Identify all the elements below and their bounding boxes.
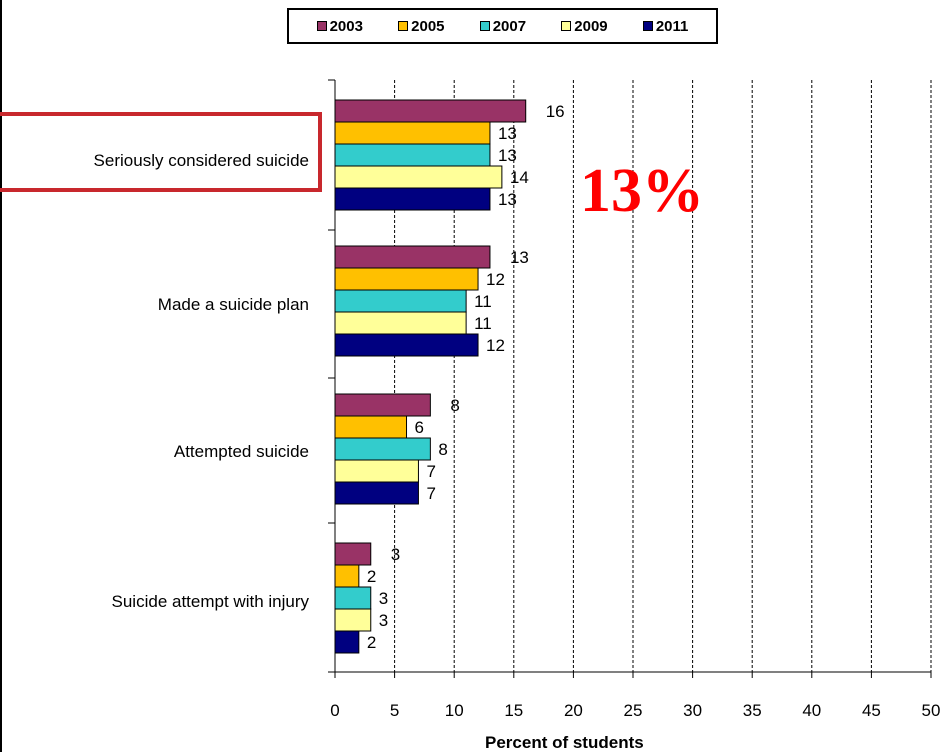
legend-item-2009: 2009 (561, 17, 608, 35)
value-label-2007-cat1: 11 (474, 292, 492, 311)
value-label-2007-cat0: 13 (498, 146, 517, 165)
bar-2007-cat1 (334, 289, 467, 313)
bar-2011-cat3 (334, 630, 360, 654)
value-label-2007-cat2: 8 (438, 440, 447, 459)
category-label-attempt-injury: Suicide attempt with injury (111, 592, 309, 611)
legend-label-2007: 2007 (492, 17, 527, 35)
bar-2003-cat0 (334, 99, 527, 123)
x-tick-label-20: 20 (564, 701, 583, 720)
annotation-13-percent: 13% (580, 157, 704, 225)
x-tick-label-30: 30 (683, 701, 702, 720)
value-label-2009-cat1: 11 (474, 314, 492, 333)
value-label-2011-cat2: 7 (426, 484, 435, 503)
value-label-2005-cat0: 13 (498, 124, 517, 143)
value-label-2005-cat1: 12 (486, 270, 505, 289)
x-tick-label-25: 25 (624, 701, 643, 720)
chart-legend: 2003 2005 2007 2009 2011 (287, 8, 718, 44)
x-axis-title: Percent of students (485, 733, 644, 752)
left-border-line (0, 0, 2, 752)
value-label-2011-cat0: 13 (498, 190, 517, 209)
value-label-2009-cat0: 14 (510, 168, 529, 187)
x-tick-label-15: 15 (504, 701, 523, 720)
legend-swatch-2011 (642, 21, 653, 31)
value-label-2007-cat3: 3 (379, 589, 388, 608)
legend-swatch-2003 (316, 21, 327, 31)
bar-2005-cat0 (334, 121, 491, 145)
category-label-seriously-considered: Seriously considered suicide (93, 151, 309, 170)
legend-label-2011: 2011 (655, 17, 689, 35)
bar-2007-cat3 (334, 586, 372, 610)
value-label-2003-cat1: 13 (510, 248, 529, 267)
bar-2003-cat2 (334, 393, 431, 417)
legend-label-2003: 2003 (329, 17, 363, 35)
legend-item-2003: 2003 (316, 17, 363, 35)
value-label-2003-cat0: 16 (546, 102, 565, 121)
value-label-2005-cat2: 6 (415, 418, 424, 437)
legend-swatch-2009 (561, 21, 572, 31)
legend-label-2005: 2005 (411, 17, 445, 35)
x-tick-label-45: 45 (862, 701, 881, 720)
bar-2011-cat1 (334, 333, 479, 357)
legend-item-2007: 2007 (479, 17, 527, 35)
bar-2009-cat0 (334, 165, 503, 189)
highlight-box (0, 112, 322, 192)
bar-2005-cat2 (334, 415, 408, 439)
x-tick-label-10: 10 (445, 701, 464, 720)
bar-2007-cat0 (334, 143, 491, 167)
bar-2011-cat0 (334, 187, 491, 211)
bar-2009-cat3 (334, 608, 372, 632)
x-tick-label-35: 35 (743, 701, 762, 720)
x-tick-label-40: 40 (802, 701, 821, 720)
value-label-2003-cat3: 3 (391, 545, 400, 564)
category-label-attempted: Attempted suicide (173, 442, 309, 461)
bar-2003-cat1 (334, 245, 491, 269)
bar-2009-cat2 (334, 459, 419, 483)
x-tick-label-50: 50 (922, 701, 941, 720)
value-label-2005-cat3: 2 (367, 567, 376, 586)
bar-2003-cat3 (334, 542, 372, 566)
x-tick-label-0: 0 (330, 701, 339, 720)
legend-swatch-2005 (398, 21, 409, 31)
legend-item-2005: 2005 (398, 17, 445, 35)
value-label-2003-cat2: 8 (450, 396, 459, 415)
category-label-made-plan: Made a suicide plan (157, 295, 309, 314)
legend-swatch-2007 (479, 21, 490, 31)
bar-2005-cat3 (334, 564, 360, 588)
value-label-2011-cat1: 12 (486, 336, 505, 355)
bar-2005-cat1 (334, 267, 479, 291)
x-tick-label-5: 5 (390, 701, 399, 720)
value-label-2009-cat3: 3 (379, 611, 388, 630)
bar-2009-cat1 (334, 311, 467, 335)
bar-2007-cat2 (334, 437, 431, 461)
legend-item-2011: 2011 (642, 17, 689, 35)
bar-2011-cat2 (334, 481, 419, 505)
legend-label-2009: 2009 (574, 17, 608, 35)
value-label-2011-cat3: 2 (367, 633, 376, 652)
value-label-2009-cat2: 7 (426, 462, 435, 481)
